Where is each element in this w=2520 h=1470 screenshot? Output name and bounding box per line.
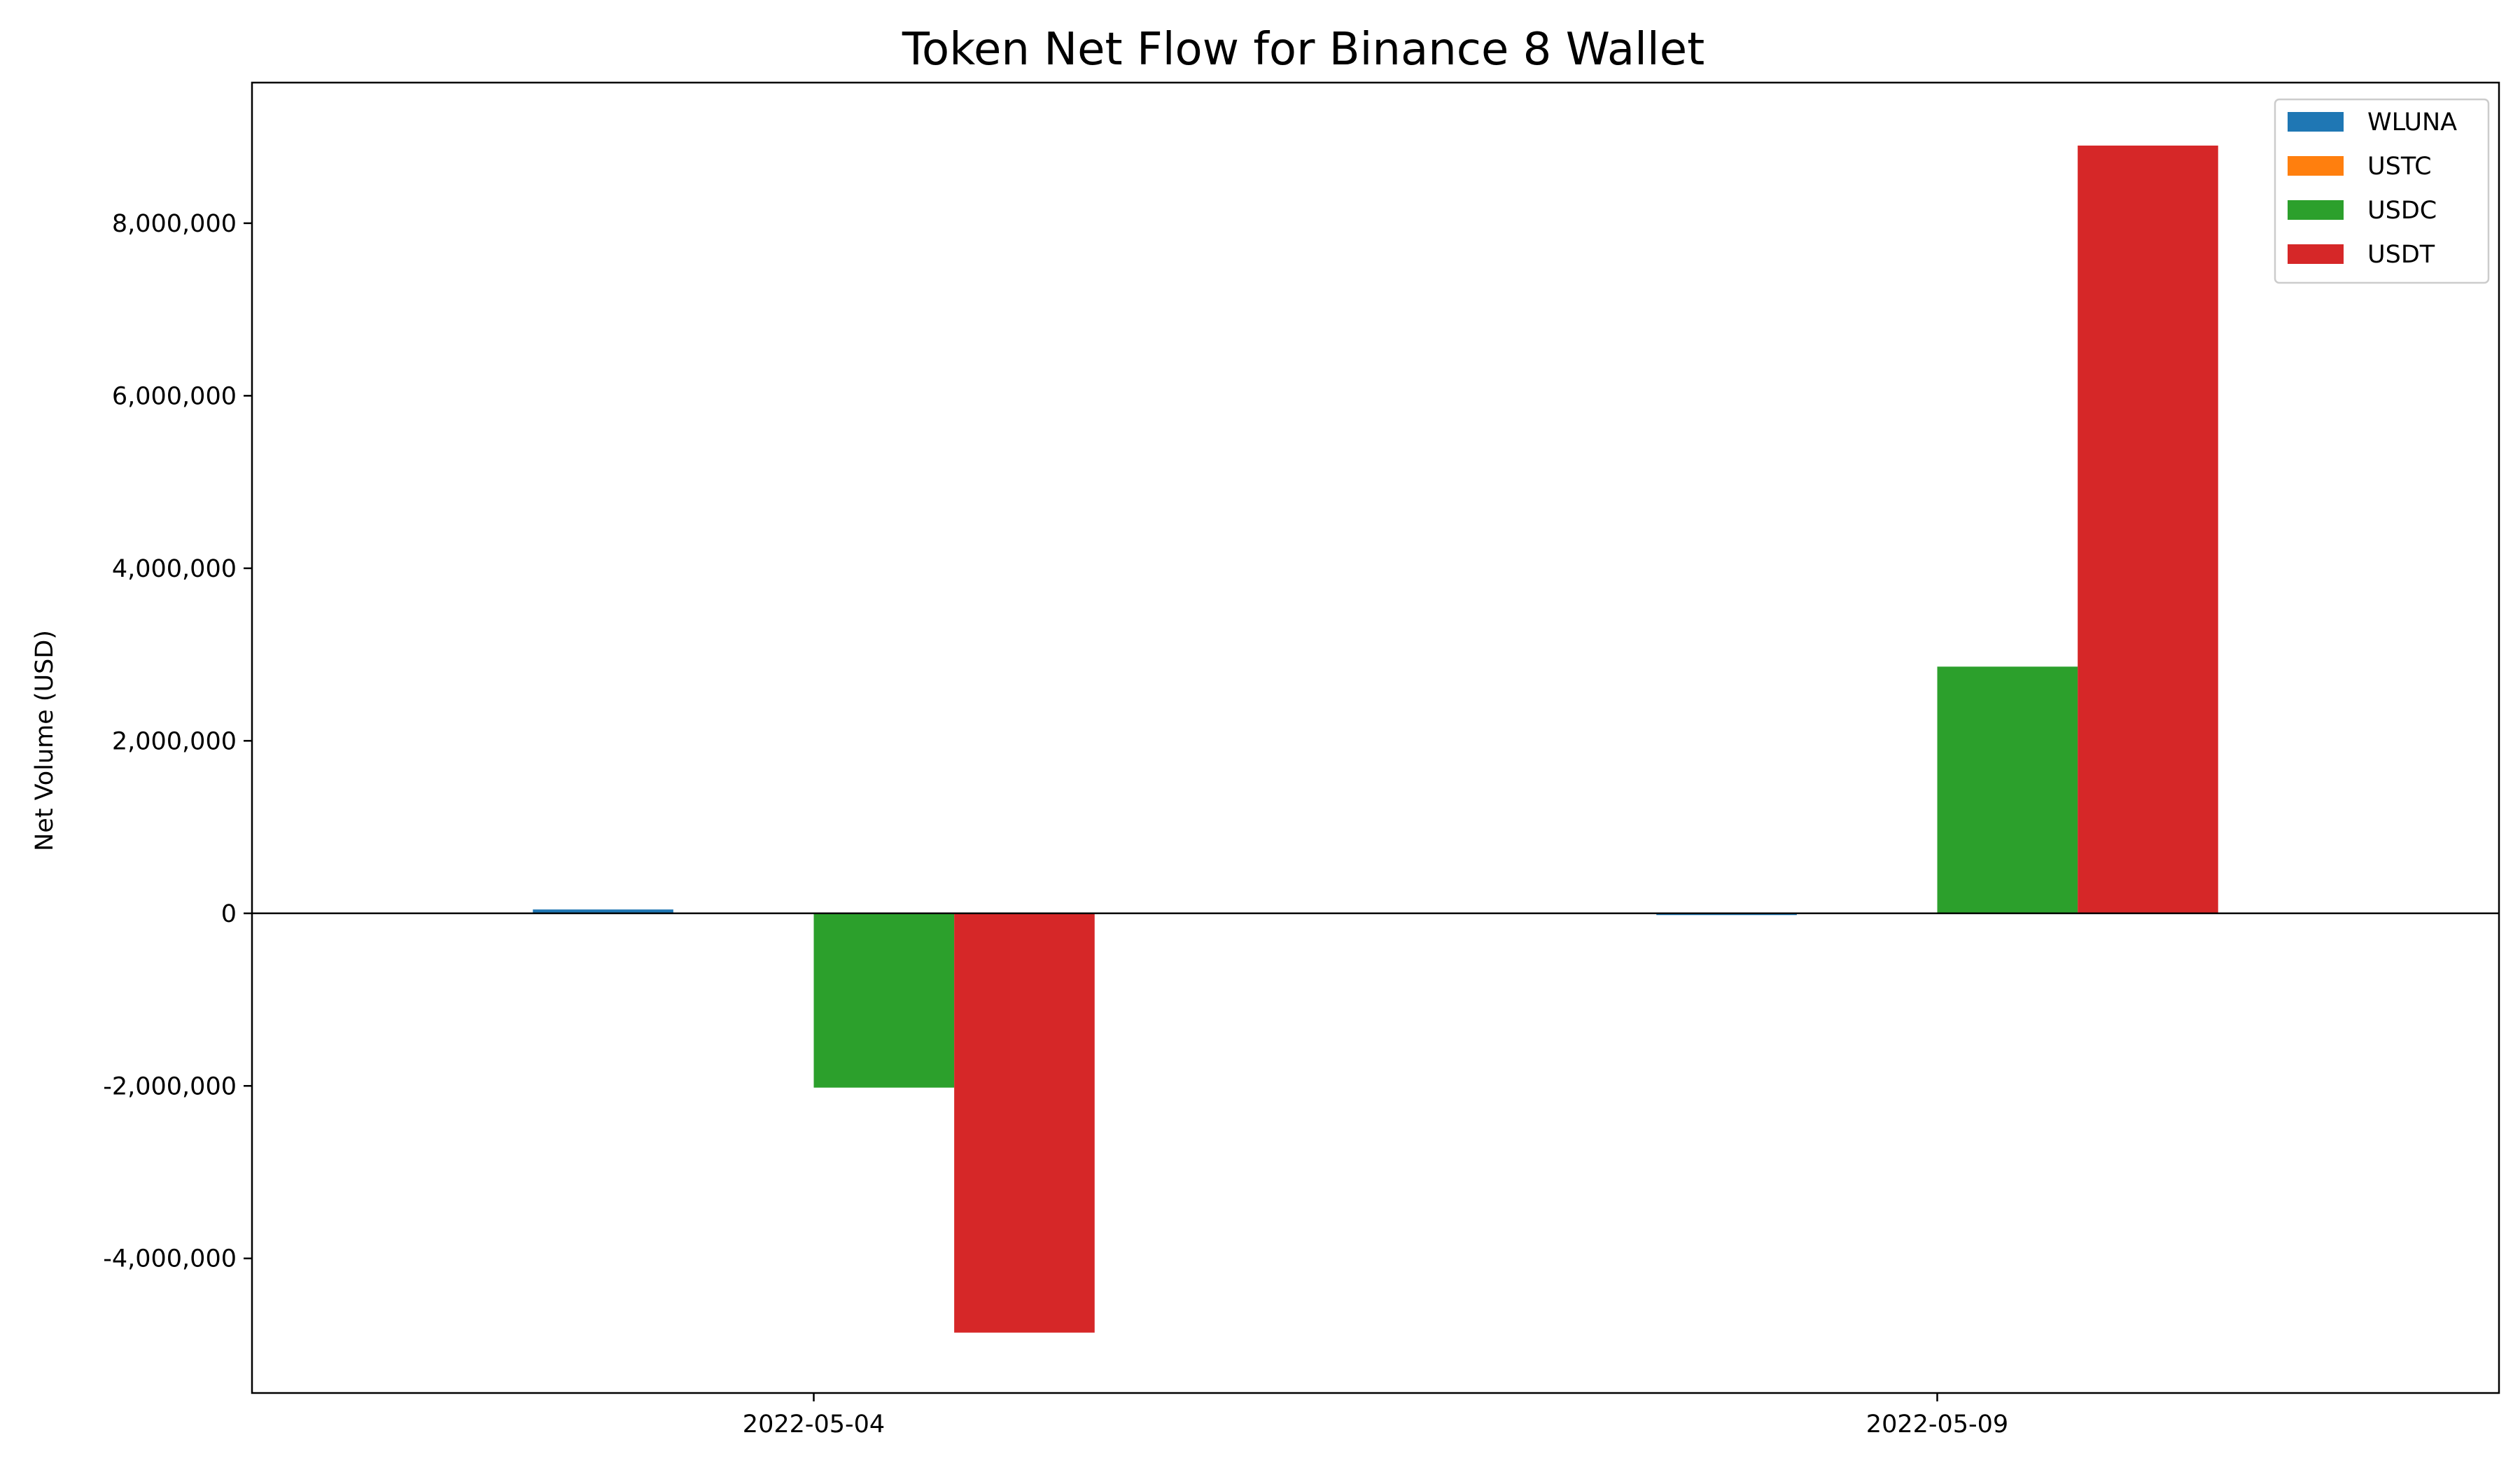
y-axis-label: Net Volume (USD): [31, 630, 59, 851]
legend-frame: [2274, 98, 2490, 284]
plot-frame: [251, 81, 2500, 1394]
y-tick-label: 2,000,000: [112, 727, 237, 755]
legend-label-usdt: USDT: [2367, 241, 2435, 269]
legend-label-ustc: USTC: [2367, 153, 2432, 181]
bar-usdt-1: [2078, 145, 2218, 913]
legend-label-usdc: USDC: [2367, 197, 2437, 225]
legend-swatch-usdt: [2288, 244, 2344, 264]
y-tick-label: 6,000,000: [112, 382, 237, 410]
y-tick-label: 8,000,000: [112, 210, 237, 238]
chart-title: Token Net Flow for Binance 8 Wallet: [902, 24, 1704, 76]
y-axis: -4,000,000 -2,000,000 0 2,000,000 4,000,000 6…: [103, 210, 252, 1273]
legend-swatch-usdc: [2288, 200, 2344, 220]
y-tick-label: -4,000,000: [103, 1245, 237, 1273]
legend-label-wluna: WLUNA: [2367, 108, 2457, 136]
x-axis: 2022-05-04 2022-05-09: [743, 1393, 2008, 1438]
y-tick-label: -2,000,000: [103, 1072, 237, 1100]
x-tick-label: 2022-05-09: [1866, 1410, 2008, 1438]
legend: WLUNA USTC USDC USDT: [2274, 98, 2490, 284]
legend-swatch-wluna: [2288, 112, 2344, 132]
bar-wluna-0: [533, 909, 673, 913]
y-tick-label: 4,000,000: [112, 555, 237, 583]
legend-swatch-ustc: [2288, 156, 2344, 176]
bar-usdc-0: [813, 913, 955, 1088]
bar-usdt-0: [954, 913, 1095, 1333]
bars-group: [533, 145, 2218, 1333]
x-tick-label: 2022-05-04: [743, 1410, 885, 1438]
bar-usdc-1: [1937, 666, 2078, 913]
y-tick-label: 0: [221, 900, 237, 928]
